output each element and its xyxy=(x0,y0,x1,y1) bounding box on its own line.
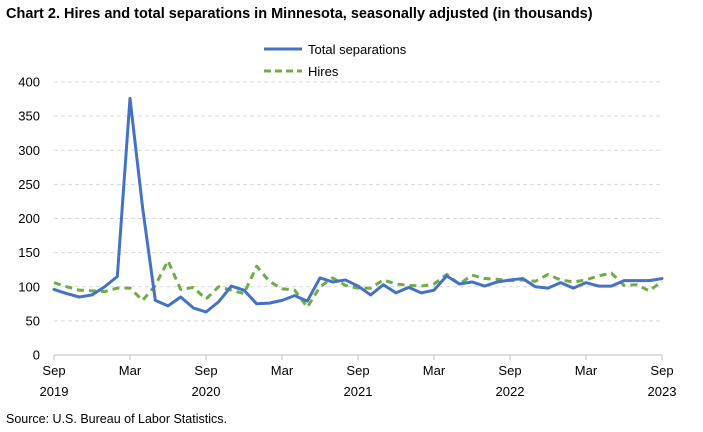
legend-item-total-separations: Total separations xyxy=(264,38,406,60)
x-tick-label-month: Sep xyxy=(498,363,521,378)
y-tick-label: 0 xyxy=(33,348,40,363)
x-axis: Sep 2019 Mar Sep 2020 Mar Sep 2021 Mar Sep 2022 Mar… xyxy=(40,354,677,399)
chart-legend: Total separations Hires xyxy=(264,38,406,82)
x-tick-label-month: Mar xyxy=(119,363,142,378)
x-tick-label-year: 2021 xyxy=(344,384,373,399)
y-tick-label: 50 xyxy=(26,313,40,328)
x-tick-label-year: 2020 xyxy=(192,384,221,399)
source-note: Source: U.S. Bureau of Labor Statistics. xyxy=(6,412,227,426)
series-line-total-separations xyxy=(52,96,664,314)
x-tick-label-month: Sep xyxy=(346,363,369,378)
legend-swatch-total-separations xyxy=(264,47,302,51)
series-lines xyxy=(52,96,664,314)
y-tick-label: 150 xyxy=(18,245,40,260)
series-line-hires xyxy=(53,259,663,309)
legend-label-total-separations: Total separations xyxy=(308,41,407,57)
x-tick-label-year: 2022 xyxy=(496,384,525,399)
y-tick-label: 250 xyxy=(18,177,40,192)
x-tick-label-month: Mar xyxy=(575,363,598,378)
legend-label-hires: Hires xyxy=(308,63,339,79)
legend-swatch-hires xyxy=(264,69,302,73)
y-tick-label: 400 xyxy=(18,75,40,90)
y-axis: 0 50 100 150 200 250 300 350 400 xyxy=(18,75,40,363)
x-tick-label-year: 2023 xyxy=(648,384,677,399)
chart-title: Chart 2. Hires and total separations in … xyxy=(6,6,593,22)
gridlines xyxy=(54,81,662,322)
y-tick-label: 300 xyxy=(18,143,40,158)
x-tick-label-month: Sep xyxy=(650,363,673,378)
y-tick-label: 200 xyxy=(18,211,40,226)
y-tick-label: 100 xyxy=(18,279,40,294)
x-tick-label-month: Sep xyxy=(42,363,65,378)
legend-item-hires: Hires xyxy=(264,60,406,82)
x-tick-label-month: Mar xyxy=(271,363,294,378)
x-tick-label-year: 2019 xyxy=(40,384,69,399)
y-tick-label: 350 xyxy=(18,109,40,124)
x-tick-label-month: Mar xyxy=(423,363,446,378)
x-tick-label-month: Sep xyxy=(194,363,217,378)
